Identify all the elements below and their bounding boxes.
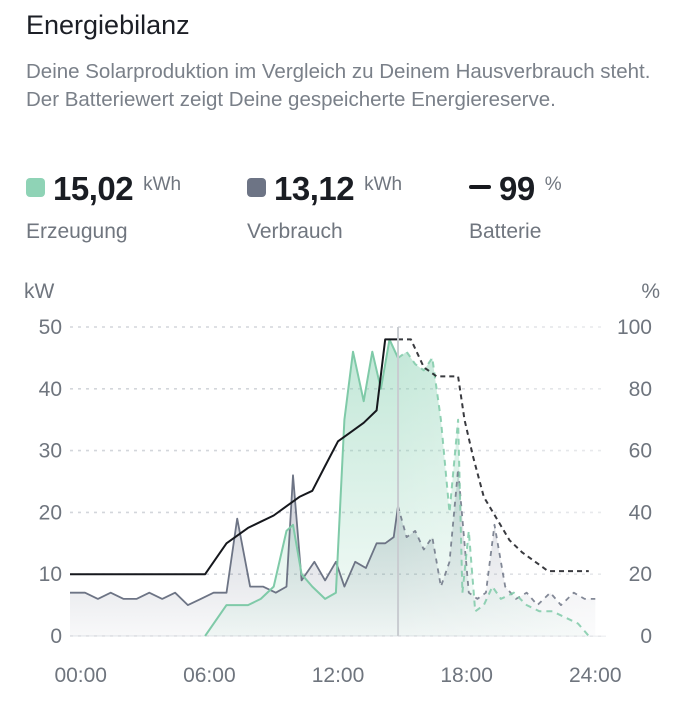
kpi-label: Batterie (469, 220, 542, 243)
y-left-axis-title: kW (24, 280, 55, 303)
x-tick-label: 18:00 (440, 664, 493, 687)
kpi-unit: % (544, 174, 562, 195)
kpi-unit: kWh (143, 174, 182, 195)
y-left-tick-label: 30 (39, 440, 62, 463)
slate-square-icon (247, 177, 266, 197)
y-right-tick-label: 0 (640, 625, 652, 648)
y-right-tick-label: 100 (617, 316, 652, 339)
axis-labels: kW % 0 0 10 20 20 40 30 60 40 80 50 100 00:00 06:00 12… (24, 280, 660, 687)
series-line-erzeugung (204, 338, 399, 637)
y-right-axis-title: % (641, 280, 660, 303)
y-left-tick-label: 40 (39, 378, 62, 401)
y-right-tick-label: 40 (629, 501, 652, 524)
kpi-value: 15,02 (53, 170, 134, 207)
series-line-verbrauch (70, 474, 399, 606)
series-areas (70, 317, 626, 636)
series-area-erzeugung (205, 339, 589, 636)
kpi-erzeugung: 15,02 kWh Erzeugung (26, 170, 181, 244)
kpi-batterie: 99 % Batterie (469, 170, 562, 244)
x-tick-label: 00:00 (54, 664, 107, 687)
page-title: Energiebilanz (26, 10, 190, 40)
kpi-label: Erzeugung (26, 220, 128, 243)
kpi-label: Verbrauch (247, 220, 343, 243)
y-left-tick-label: 10 (39, 563, 62, 586)
y-left-tick-label: 50 (39, 316, 62, 339)
kpi-value: 13,12 (274, 170, 355, 207)
kpi-value: 99 (499, 170, 535, 207)
y-right-tick-label: 80 (629, 378, 652, 401)
series-lines (70, 327, 596, 637)
x-tick-label: 06:00 (183, 664, 236, 687)
series-forecast-erzeugung (397, 350, 590, 637)
line-dash-icon (469, 185, 491, 189)
series-forecast-batterie (398, 338, 589, 573)
page-description: Deine Solarproduktion im Vergleich zu De… (26, 60, 651, 111)
x-tick-label: 24:00 (569, 664, 622, 687)
y-left-tick-label: 0 (50, 625, 62, 648)
series-forecast-verbrauch (397, 468, 596, 606)
forecast-fade (398, 317, 626, 636)
y-right-tick-label: 60 (629, 440, 652, 463)
kpi-verbrauch: 13,12 kWh Verbrauch (247, 170, 402, 244)
x-tick-label: 12:00 (312, 664, 365, 687)
y-left-tick-label: 20 (39, 501, 62, 524)
green-square-icon (26, 177, 45, 197)
y-right-tick-label: 20 (629, 563, 652, 586)
kpi-unit: kWh (364, 174, 403, 195)
series-line-batterie (70, 338, 398, 576)
